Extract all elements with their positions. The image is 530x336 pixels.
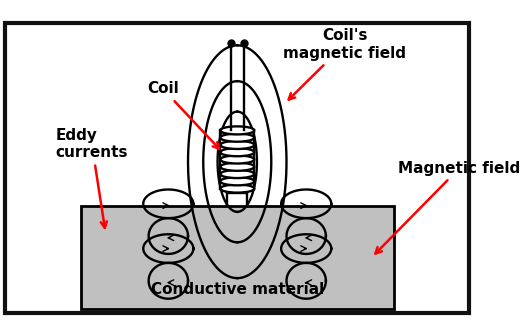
Ellipse shape bbox=[220, 141, 254, 149]
Ellipse shape bbox=[220, 184, 254, 193]
Text: Coil's
magnetic field: Coil's magnetic field bbox=[283, 28, 406, 100]
Ellipse shape bbox=[220, 163, 254, 171]
Text: Eddy
currents: Eddy currents bbox=[56, 128, 128, 228]
Ellipse shape bbox=[220, 177, 254, 185]
Bar bbox=[81, 207, 394, 309]
Ellipse shape bbox=[220, 126, 254, 134]
Ellipse shape bbox=[220, 148, 254, 156]
Ellipse shape bbox=[220, 156, 254, 164]
Text: Magnetic field: Magnetic field bbox=[375, 161, 520, 254]
Text: Conductive material: Conductive material bbox=[151, 282, 324, 297]
Ellipse shape bbox=[220, 170, 254, 178]
Text: Coil: Coil bbox=[147, 81, 219, 149]
Ellipse shape bbox=[220, 134, 254, 142]
